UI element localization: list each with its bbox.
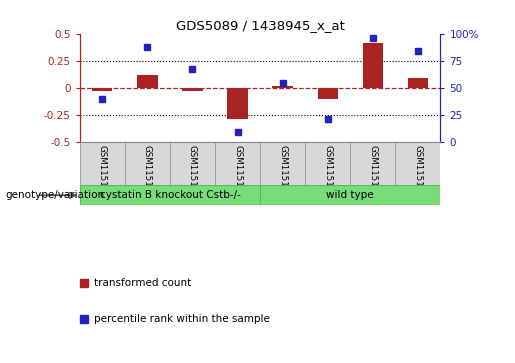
Text: cystatin B knockout Cstb-/-: cystatin B knockout Cstb-/- xyxy=(99,190,241,200)
Text: GSM1151353: GSM1151353 xyxy=(188,145,197,203)
Bar xyxy=(350,142,396,185)
Text: GSM1151351: GSM1151351 xyxy=(98,145,107,203)
Bar xyxy=(138,76,158,89)
Text: GSM1151358: GSM1151358 xyxy=(414,145,422,203)
Bar xyxy=(182,89,202,91)
Text: GSM1151354: GSM1151354 xyxy=(233,145,242,203)
Text: GSM1151352: GSM1151352 xyxy=(143,145,152,203)
Bar xyxy=(80,185,260,205)
Text: GSM1151355: GSM1151355 xyxy=(278,145,287,203)
Bar xyxy=(305,142,350,185)
Bar xyxy=(215,142,260,185)
Bar xyxy=(260,142,305,185)
Bar xyxy=(408,78,428,89)
Bar xyxy=(260,185,440,205)
Bar xyxy=(272,86,293,89)
Text: percentile rank within the sample: percentile rank within the sample xyxy=(94,314,270,325)
Text: GSM1151356: GSM1151356 xyxy=(323,145,332,203)
Bar xyxy=(318,89,338,99)
Bar xyxy=(125,142,170,185)
Text: wild type: wild type xyxy=(327,190,374,200)
Bar xyxy=(228,89,248,119)
Title: GDS5089 / 1438945_x_at: GDS5089 / 1438945_x_at xyxy=(176,19,345,32)
Text: transformed count: transformed count xyxy=(94,278,191,288)
Bar xyxy=(80,142,125,185)
Bar xyxy=(170,142,215,185)
Bar xyxy=(396,142,440,185)
Bar xyxy=(363,43,383,89)
Text: GSM1151357: GSM1151357 xyxy=(368,145,377,203)
Text: genotype/variation: genotype/variation xyxy=(5,190,104,200)
Bar xyxy=(92,89,112,91)
